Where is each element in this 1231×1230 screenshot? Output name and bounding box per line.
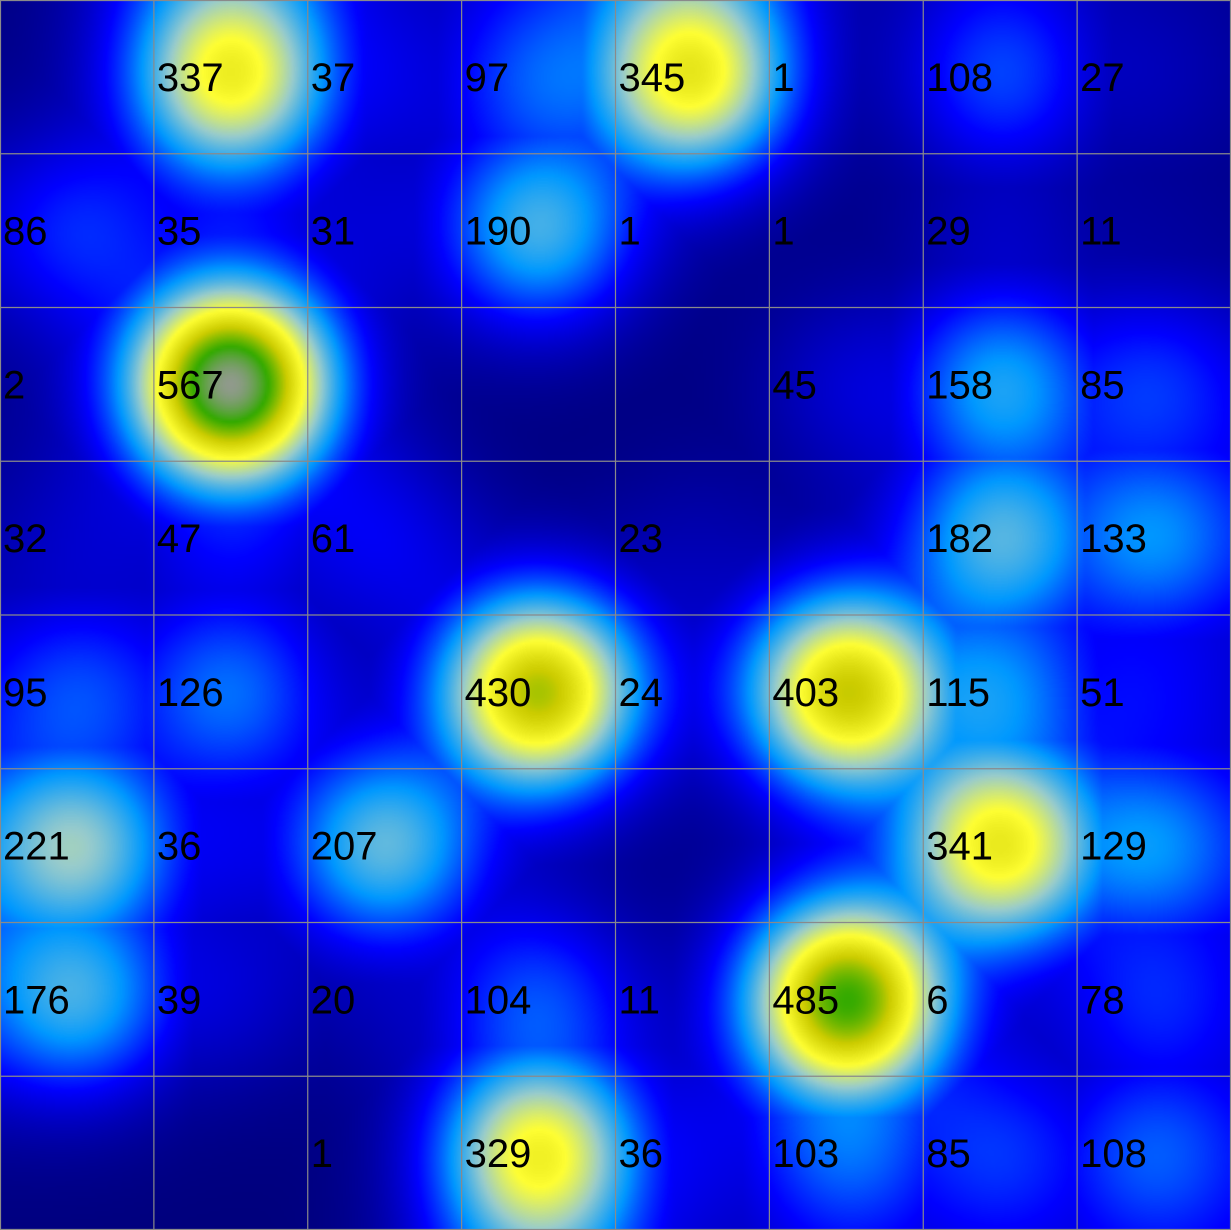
cell-value-label: 115 — [926, 671, 990, 715]
cell-value-label: 86 — [3, 210, 48, 254]
cell-value-label: 1 — [772, 56, 794, 100]
cell-value-label: 126 — [157, 671, 224, 715]
cell-value-label: 485 — [772, 978, 839, 1022]
cell-value-label: 32 — [3, 517, 48, 561]
cell-value-label: 158 — [926, 363, 993, 407]
cell-value-label: 11 — [1080, 210, 1122, 254]
cell-value-label: 108 — [1080, 1132, 1147, 1176]
cell-value-label: 2 — [3, 363, 25, 407]
cell-value-label: 430 — [465, 671, 532, 715]
cell-value-label: 29 — [926, 210, 971, 254]
cell-value-label: 85 — [926, 1132, 971, 1176]
cell-value-label: 337 — [157, 56, 224, 100]
cell-value-label: 36 — [157, 825, 202, 869]
cell-value-label: 104 — [465, 978, 532, 1022]
cell-value-label: 221 — [3, 825, 70, 869]
cell-value-label: 341 — [926, 825, 993, 869]
cell-value-label: 567 — [157, 363, 224, 407]
cell-value-label: 182 — [926, 517, 993, 561]
cell-value-label: 24 — [619, 671, 664, 715]
cell-value-label: 31 — [311, 210, 356, 254]
cell-value-label: 329 — [465, 1132, 532, 1176]
cell-value-label: 1 — [619, 210, 641, 254]
cell-value-label: 103 — [772, 1132, 839, 1176]
cell-value-label: 1 — [311, 1132, 333, 1176]
cell-value-label: 176 — [3, 978, 70, 1022]
cell-value-label: 345 — [619, 56, 686, 100]
cell-value-label: 85 — [1080, 363, 1125, 407]
cell-value-label: 207 — [311, 825, 378, 869]
cell-value-label: 190 — [465, 210, 532, 254]
cell-value-label: 51 — [1080, 671, 1125, 715]
cell-value-label: 36 — [619, 1132, 664, 1176]
cell-value-label: 97 — [465, 56, 510, 100]
cell-value-label: 108 — [926, 56, 993, 100]
cell-value-label: 78 — [1080, 978, 1125, 1022]
cell-value-label: 11 — [619, 978, 661, 1022]
cell-value-label: 45 — [772, 363, 817, 407]
cell-value-label: 95 — [3, 671, 48, 715]
cell-value-label: 23 — [619, 517, 664, 561]
cell-value-label: 35 — [157, 210, 202, 254]
cell-value-label: 47 — [157, 517, 202, 561]
cell-value-label: 39 — [157, 978, 202, 1022]
cell-value-label: 133 — [1080, 517, 1147, 561]
cell-value-label: 37 — [311, 56, 356, 100]
cell-value-label: 6 — [926, 978, 948, 1022]
cell-value-label: 27 — [1080, 56, 1125, 100]
cell-value-label: 20 — [311, 978, 356, 1022]
cell-value-label: 129 — [1080, 825, 1147, 869]
cell-value-label: 1 — [772, 210, 794, 254]
cell-value-label: 61 — [311, 517, 356, 561]
cell-value-label: 403 — [772, 671, 839, 715]
